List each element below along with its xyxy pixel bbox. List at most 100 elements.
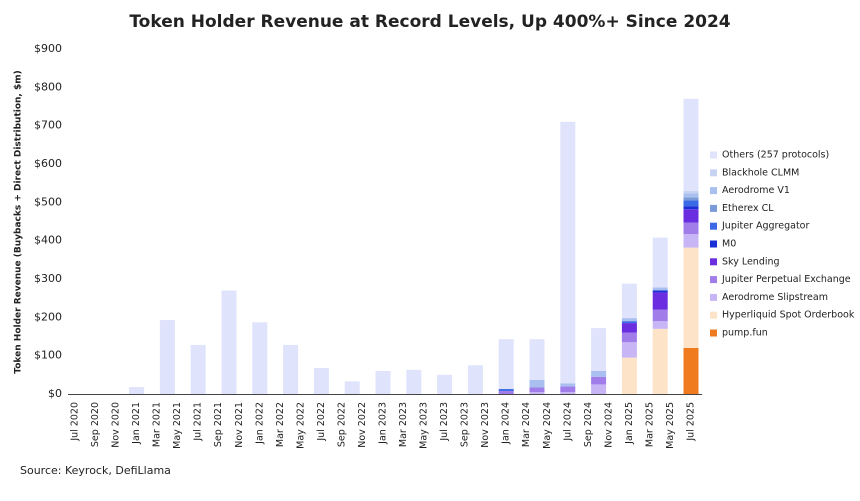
x-tick-label: May 2021 [172, 402, 183, 449]
bar-segment [652, 237, 668, 288]
legend-swatch [710, 311, 717, 319]
bar-segment [621, 342, 637, 358]
x-tick-label: Nov 2024 [603, 402, 614, 448]
x-tick-label: Jul 2021 [193, 402, 204, 442]
source: Source: Keyrock, DefiLlama [20, 464, 171, 477]
legend-label: Jupiter Aggregator [721, 221, 809, 232]
bar-segment [591, 384, 607, 394]
bar-segment [621, 323, 637, 333]
bar-segment [652, 290, 668, 293]
x-tick-label: May 2025 [665, 402, 676, 449]
bar-segment [652, 309, 668, 322]
bar-segment [621, 332, 637, 343]
x-tick-label: Jul 2023 [439, 402, 450, 442]
bar-segment [529, 387, 545, 393]
y-tick-label: $700 [34, 119, 62, 132]
legend-swatch [710, 169, 717, 177]
bar-segment [560, 386, 576, 393]
bar-segment [621, 321, 637, 324]
x-tick-label: Mar 2021 [152, 402, 163, 447]
legend-label: Blackhole CLMM [722, 167, 799, 178]
bar-segment [313, 367, 329, 394]
x-tick-label: Jan 2022 [254, 402, 265, 445]
bar-segment [190, 344, 206, 394]
bar-segment [621, 283, 637, 319]
bar-segment [683, 200, 699, 207]
y-tick-label: $800 [34, 80, 62, 93]
x-tick-label: Mar 2022 [275, 402, 286, 447]
legend-swatch [710, 187, 717, 195]
bar-segment [129, 387, 145, 394]
x-tick-label: Jul 2024 [562, 402, 573, 442]
bar-segment [406, 369, 422, 394]
x-tick-label: Jul 2025 [686, 402, 697, 442]
bar-segment [683, 190, 699, 194]
bar-segment [375, 371, 391, 394]
x-tick-label: May 2022 [295, 402, 306, 449]
x-tick-label: Sep 2021 [213, 402, 224, 447]
bar-segment [591, 376, 607, 385]
bar-segment [683, 206, 699, 210]
legend-label: pump.fun [722, 328, 768, 339]
bar-segment [621, 357, 637, 394]
x-tick-label: Sep 2020 [90, 402, 101, 447]
y-tick-label: $100 [34, 349, 62, 362]
x-tick-label: Nov 2022 [357, 402, 368, 448]
bar-segment [591, 328, 607, 371]
bar-segment [652, 287, 668, 291]
legend-label: Hyperliquid Spot Orderbook [722, 310, 855, 321]
y-tick-label: $400 [34, 234, 62, 247]
legend-label: Aerodrome Slipstream [722, 292, 828, 303]
y-tick-label: $600 [34, 157, 62, 170]
legend-swatch [710, 329, 717, 337]
legend-label: Aerodrome V1 [722, 185, 790, 196]
x-tick-label: May 2024 [542, 402, 553, 449]
x-tick-label: Sep 2024 [583, 402, 594, 447]
x-tick-label: Jul 2020 [70, 402, 81, 442]
legend-swatch [710, 258, 717, 266]
bar-segment [498, 389, 514, 391]
bar-segment [498, 390, 514, 394]
x-tick-label: Jan 2021 [131, 402, 142, 445]
y-tick-label: $300 [34, 272, 62, 285]
legend-swatch [710, 293, 717, 301]
bar-segment [652, 292, 668, 310]
bar-segment [529, 339, 545, 380]
x-tick-label: May 2023 [419, 402, 430, 449]
x-tick-label: Jan 2025 [624, 402, 635, 445]
bar-segment [683, 222, 699, 235]
legend-swatch [710, 151, 717, 159]
x-tick-label: Mar 2023 [398, 402, 409, 447]
bar-segment [344, 381, 360, 394]
y-tick-label: $200 [34, 310, 62, 323]
legend-label: Jupiter Perpetual Exchange [721, 274, 851, 285]
legend-label: Etherex CL [722, 203, 774, 214]
bar-segment [683, 348, 699, 394]
bar-segment [621, 318, 637, 322]
bar-segment [683, 234, 699, 248]
legend-label: Others (257 protocols) [722, 150, 829, 161]
x-tick-label: Jan 2024 [501, 402, 512, 445]
legend-swatch [710, 204, 717, 212]
bar-segment [683, 209, 699, 223]
x-tick-label: Nov 2023 [480, 402, 491, 448]
bar-segment [437, 374, 453, 394]
legend-swatch [710, 276, 717, 284]
bar-segment [683, 98, 699, 191]
bar-segment [560, 383, 576, 387]
bar-segment [283, 344, 299, 394]
bar-segment [683, 247, 699, 348]
bar-segment [652, 328, 668, 394]
legend-label: Sky Lending [722, 256, 780, 267]
x-tick-label: Jan 2023 [378, 402, 389, 445]
x-tick-label: Sep 2023 [460, 402, 471, 447]
chart-title: Token Holder Revenue at Record Levels, U… [129, 12, 730, 32]
bar-segment [560, 392, 576, 394]
bar-segment [467, 365, 483, 394]
bar-segment [159, 320, 175, 394]
bar-segment [683, 193, 699, 198]
bar-segment [221, 290, 237, 394]
legend-swatch [710, 222, 717, 230]
x-tick-label: Sep 2022 [336, 402, 347, 447]
